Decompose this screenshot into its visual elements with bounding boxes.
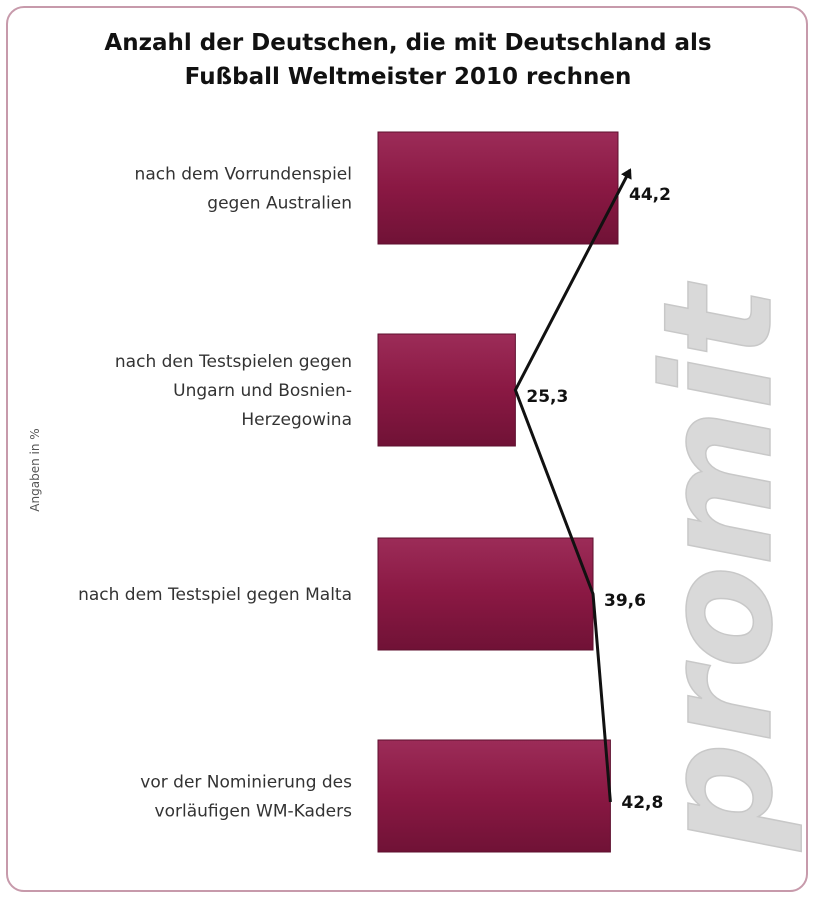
category-label-line: nach den Testspielen gegen — [115, 352, 352, 372]
value-label: 25,3 — [526, 387, 568, 407]
trend-arrow — [513, 168, 632, 803]
bar — [377, 739, 611, 853]
watermark: promit — [631, 280, 807, 853]
category-label-line: vor der Nominierung des — [140, 773, 352, 793]
category-label: nach den Testspielen gegen Ungarn und Bos… — [115, 352, 352, 430]
category-label: vor der Nominierung des vorläufigen WM-Ka… — [140, 773, 352, 822]
chart-title-line-1: Anzahl der Deutschen, die mit Deutschlan… — [104, 30, 712, 56]
chart-title: Anzahl der Deutschen, die mit Deutschlan… — [0, 26, 816, 94]
category-label-line: vorläufigen WM-Kaders — [155, 802, 353, 822]
category-label-line: nach dem Testspiel gegen Malta — [78, 585, 352, 605]
category-label: nach dem Vorrundenspiel gegen Australien — [135, 165, 352, 214]
y-axis-label: Angaben in % — [28, 428, 42, 511]
value-label: 44,2 — [629, 185, 671, 205]
category-label-line: Herzegowina — [241, 410, 352, 430]
category-label-line: nach dem Vorrundenspiel — [135, 165, 352, 185]
bar — [377, 537, 594, 651]
watermark-text: promit — [632, 281, 806, 852]
category-label: nach dem Testspiel gegen Malta — [78, 585, 352, 605]
bar — [377, 333, 516, 447]
value-label: 42,8 — [621, 793, 663, 813]
value-label: 39,6 — [604, 591, 646, 611]
bar — [377, 131, 619, 245]
category-label-line: Ungarn und Bosnien- — [173, 381, 352, 401]
chart-title-line-2: Fußball Weltmeister 2010 rechnen — [184, 64, 632, 90]
category-label-line: gegen Australien — [207, 194, 352, 214]
